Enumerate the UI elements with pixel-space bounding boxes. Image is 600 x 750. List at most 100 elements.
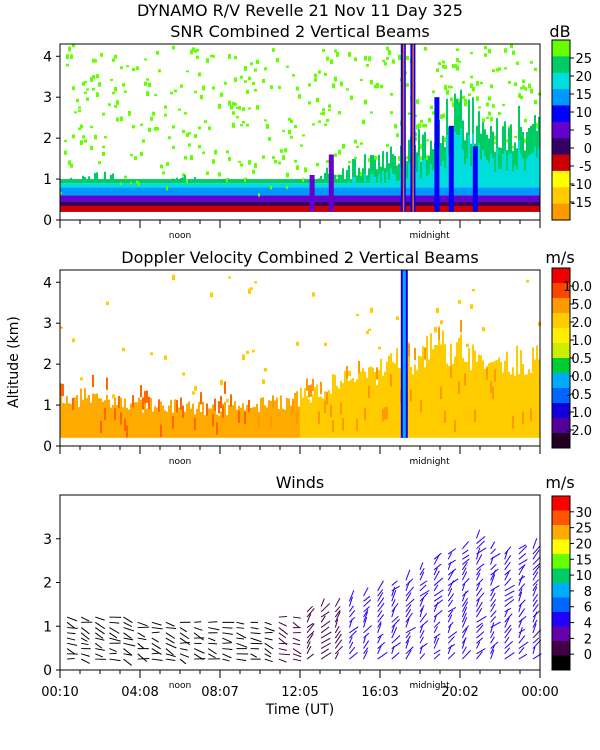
snr-cell: [532, 205, 534, 212]
wind-barb: [306, 623, 315, 634]
snr-cell: [344, 205, 346, 212]
snr-cell: [272, 179, 274, 184]
snr-cell: [222, 183, 224, 188]
snr-cell: [304, 187, 306, 196]
snr-cell: [478, 187, 480, 196]
wind-barb: [532, 593, 539, 602]
snr-speckle: [264, 67, 267, 71]
snr-cell: [482, 195, 484, 202]
snr-cell: [180, 195, 182, 202]
snr-cell: [206, 187, 208, 196]
colorbar-swatch: [552, 641, 570, 656]
doppler-cell: [524, 374, 526, 438]
wind-barb: [405, 604, 412, 613]
doppler-cell: [420, 356, 422, 438]
doppler-cell: [160, 401, 162, 438]
snr-speckle: [178, 108, 181, 111]
wind-barb: [377, 580, 384, 592]
snr-cell: [308, 195, 310, 202]
snr-cell: [334, 174, 336, 184]
wind-barb: [532, 599, 538, 607]
wind-barb: [419, 589, 430, 597]
snr-cell: [232, 195, 234, 202]
snr-cell: [374, 177, 376, 188]
snr-speckle: [386, 46, 389, 51]
wind-barb: [476, 601, 483, 613]
snr-cell: [350, 179, 352, 184]
wind-barb: [461, 541, 469, 550]
wind-barb: [476, 582, 481, 592]
snr-cell: [192, 179, 194, 184]
colorbar-label: 0: [584, 142, 592, 157]
snr-cell: [246, 205, 248, 212]
snr-cell: [184, 174, 186, 184]
snr-speckle: [148, 82, 151, 88]
doppler-cell: [448, 365, 450, 438]
colorbar-label: 15: [575, 553, 592, 568]
wind-barb: [419, 642, 428, 649]
snr-cell: [348, 187, 350, 196]
snr-cell: [316, 195, 318, 202]
snr-cell: [492, 187, 494, 196]
wind-barb: [504, 550, 508, 560]
snr-speckle: [98, 161, 101, 165]
snr-cell: [164, 205, 166, 212]
snr-cell: [444, 147, 446, 169]
snr-cell: [368, 195, 370, 202]
snr-speckle: [496, 68, 499, 72]
wind-barb: [433, 570, 440, 581]
snr-cell: [506, 205, 508, 212]
wind-barb: [461, 567, 467, 576]
wind-barb: [461, 627, 468, 639]
doppler-cell: [456, 342, 458, 438]
snr-cell: [440, 205, 442, 212]
snr-cell: [518, 195, 520, 202]
snr-speckle: [264, 119, 267, 122]
snr-cell: [380, 195, 382, 202]
colorbar-swatch: [552, 105, 570, 123]
snr-speckle: [338, 149, 341, 155]
wind-barb: [476, 535, 486, 544]
snr-cell: [166, 183, 168, 188]
snr-cell: [320, 195, 322, 202]
snr-cell: [208, 183, 210, 188]
doppler-streak: [312, 378, 314, 392]
snr-plume: [309, 174, 315, 212]
snr-cell: [394, 187, 396, 196]
snr-speckle: [428, 117, 431, 123]
snr-cell: [304, 179, 306, 184]
snr-cell: [236, 195, 238, 202]
snr-cell: [466, 205, 468, 212]
wind-barb: [405, 626, 416, 634]
snr-cell: [204, 187, 206, 196]
doppler-cell: [370, 366, 372, 438]
wind-barb: [490, 610, 497, 618]
snr-cell: [64, 195, 66, 202]
snr-cell: [76, 183, 78, 188]
snr-cell: [154, 195, 156, 202]
doppler-cell: [500, 361, 502, 438]
snr-cell: [106, 205, 108, 212]
doppler-streak: [340, 402, 342, 415]
wind-barb: [518, 588, 523, 597]
snr-cell: [444, 195, 446, 202]
snr-speckle: [174, 89, 177, 93]
snr-cell: [484, 195, 486, 202]
wind-barb: [476, 529, 481, 539]
doppler-cell: [66, 396, 68, 438]
snr-cell: [446, 205, 448, 212]
doppler-cell: [184, 411, 186, 438]
snr-cell: [62, 195, 64, 202]
wind-barb: [334, 597, 341, 607]
wind-barb: [518, 545, 528, 555]
snr-cell: [298, 195, 300, 202]
colorbar-swatch: [552, 554, 570, 569]
wind-barb: [490, 649, 495, 660]
snr-speckle: [202, 85, 205, 91]
snr-speckle: [508, 80, 511, 84]
doppler-cell: [72, 405, 74, 438]
snr-cell: [352, 187, 354, 196]
colorbar-swatch: [552, 138, 570, 156]
doppler-cell: [230, 402, 232, 438]
colorbar-swatch: [552, 358, 570, 374]
